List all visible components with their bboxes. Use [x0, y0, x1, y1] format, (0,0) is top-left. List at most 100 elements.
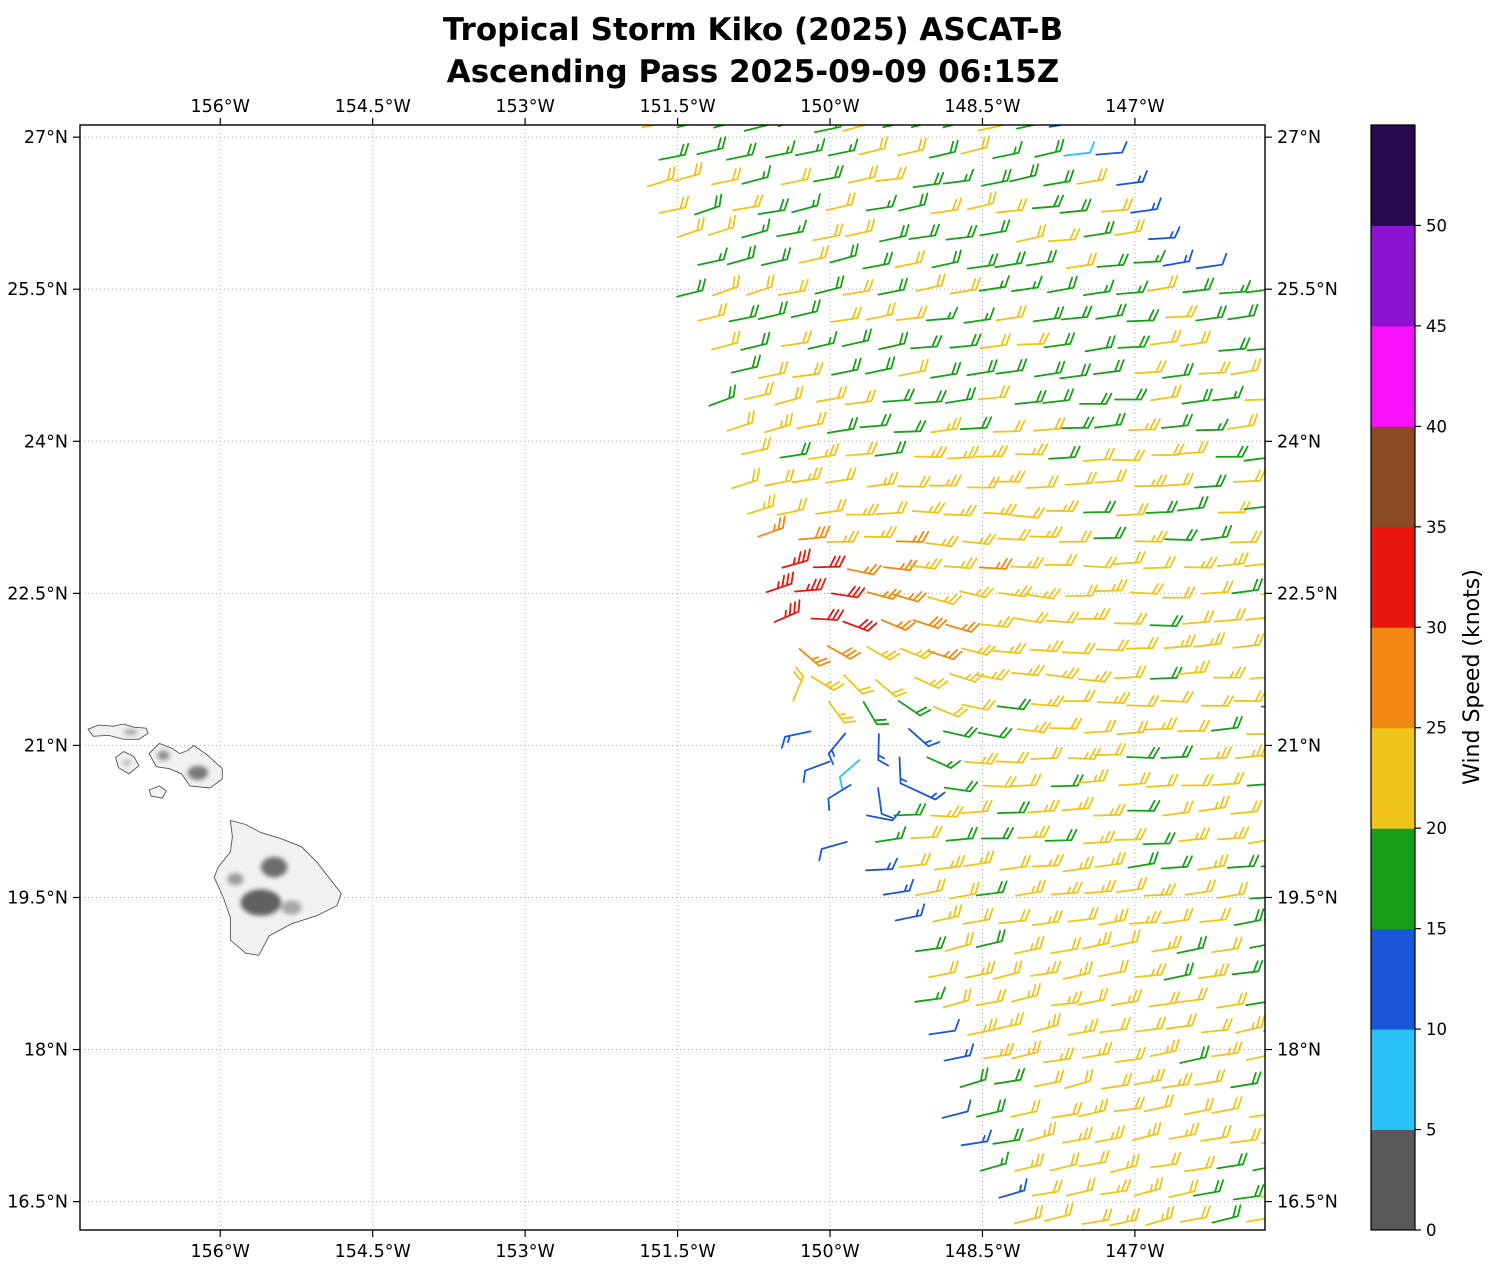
x-tick-label-bottom: 147°W	[1105, 1242, 1164, 1262]
wind-barb	[959, 416, 993, 431]
y-tick-label-right: 27°N	[1277, 128, 1321, 148]
wind-barb	[830, 306, 863, 323]
island-polygon	[148, 742, 223, 789]
x-tick-label-bottom: 154.5°W	[335, 1242, 411, 1262]
wind-barb	[1260, 705, 1265, 708]
wind-barb	[949, 671, 985, 683]
x-tick-label-bottom: 150°W	[800, 1242, 859, 1262]
wind-barb	[1244, 398, 1265, 401]
axes-frame	[79, 124, 1266, 1231]
colorbar-label: Wind Speed (knots)	[1460, 569, 1485, 785]
wind-barb	[1215, 445, 1249, 458]
wind-barb	[1252, 1167, 1265, 1172]
wind-barb	[1011, 506, 1046, 519]
wind-barb	[1212, 771, 1245, 786]
y-tick-label-left: 25.5°N	[7, 280, 68, 300]
wind-barb	[1095, 141, 1128, 156]
wind-barb	[1162, 800, 1194, 817]
wind-barb	[1184, 556, 1218, 569]
wind-barb	[976, 880, 1008, 897]
wind-barb	[1148, 991, 1181, 1008]
wind-barb	[813, 164, 844, 183]
wind-barb	[949, 881, 980, 900]
wind-barb	[908, 728, 941, 748]
wind-barb	[1033, 1069, 1065, 1088]
wind-barb	[914, 446, 948, 458]
wind-barb	[1198, 795, 1230, 813]
wind-barb	[708, 384, 737, 407]
wind-barb	[757, 515, 786, 538]
wind-barb	[707, 215, 737, 237]
wind-barb	[1286, 390, 1317, 403]
wind-barb	[1025, 249, 1058, 267]
wind-barb	[1116, 720, 1149, 736]
wind-barb	[1127, 418, 1161, 431]
wind-barb	[927, 649, 963, 661]
wind-barb	[877, 787, 894, 819]
wind-barb	[1296, 529, 1327, 541]
wind-barb	[1017, 721, 1052, 734]
wind-barb	[1043, 1202, 1074, 1222]
wind-barb	[1127, 799, 1161, 812]
wind-barb	[810, 608, 845, 621]
wind-barb	[802, 760, 831, 783]
wind-barb	[882, 125, 899, 129]
colorbar-segment	[1371, 125, 1415, 226]
axis-tick-labels: 156°W 156°W 154.5°W 154.5°W 153°W 153°W 151.5°…	[7, 97, 1338, 1262]
wind-barb	[879, 224, 910, 243]
y-tick-label-left: 18°N	[24, 1041, 68, 1061]
wind-barb	[1235, 744, 1265, 760]
wind-barb	[1143, 556, 1176, 570]
wind-barb	[1226, 854, 1260, 869]
wind-barb	[694, 193, 723, 216]
wind-barb	[731, 468, 761, 489]
wind-barb	[1048, 125, 1067, 128]
wind-barb	[1178, 827, 1211, 842]
x-tick-label-top: 156°W	[191, 97, 250, 117]
wind-barb	[1130, 582, 1164, 595]
wind-barb	[798, 245, 830, 264]
wind-barb	[1162, 907, 1194, 925]
wind-barb	[779, 441, 811, 459]
wind-barb	[1013, 1204, 1044, 1225]
y-tick-label-right: 16.5°N	[1277, 1193, 1338, 1213]
wind-barb	[1060, 305, 1093, 321]
wind-barb	[1248, 1113, 1265, 1118]
wind-barb	[1194, 1069, 1226, 1086]
wind-barb	[1176, 987, 1208, 1004]
x-tick-label-bottom: 148.5°W	[944, 1242, 1020, 1262]
wind-barb	[1149, 615, 1184, 627]
wind-barb	[1094, 1125, 1126, 1144]
wind-barb	[930, 197, 963, 215]
wind-barb	[1244, 562, 1265, 568]
wind-barb	[866, 646, 901, 661]
wind-barb	[992, 960, 1023, 980]
wind-barb	[875, 501, 908, 516]
x-tick-label-top: 154.5°W	[335, 97, 411, 117]
colorbar-tick-label: 0	[1426, 1221, 1437, 1240]
wind-barb	[1233, 469, 1265, 483]
wind-barb	[1046, 275, 1078, 294]
wind-barb	[1031, 909, 1063, 927]
colorbar-tick-label: 40	[1426, 417, 1447, 436]
wind-barb	[1061, 416, 1095, 430]
wind-barb	[1193, 1179, 1224, 1197]
wind-barb	[933, 705, 968, 718]
wind-barb	[1030, 695, 1065, 707]
wind-barb	[1194, 474, 1227, 489]
wind-barb	[1081, 1208, 1113, 1225]
wind-barb	[1096, 253, 1129, 268]
wind-barb	[927, 593, 963, 605]
wind-barb	[1030, 960, 1062, 977]
wind-barb	[977, 385, 1010, 401]
wind-barb	[1211, 1041, 1243, 1058]
wind-barb	[792, 362, 824, 379]
wind-barb	[1235, 1014, 1265, 1034]
island-polygon	[87, 723, 149, 740]
wind-barb	[859, 413, 892, 429]
wind-barb	[900, 647, 935, 660]
wind-barb	[875, 166, 907, 183]
x-tick-label-top: 150°W	[800, 97, 859, 117]
wind-barb	[777, 279, 809, 296]
